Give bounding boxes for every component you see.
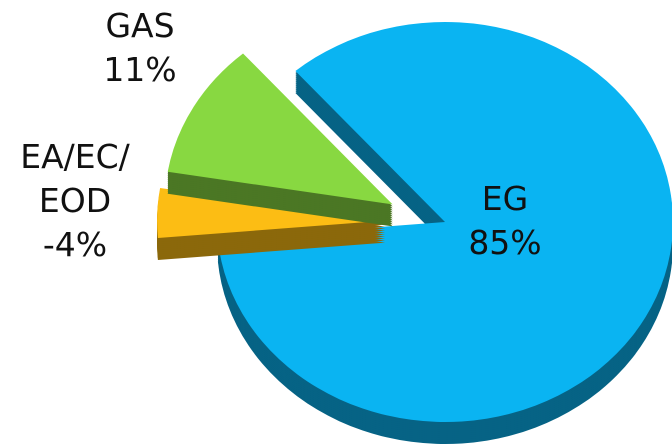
slice-label: EA/EC/EOD -4%	[0, 135, 150, 267]
slice-label: GAS 11%	[60, 4, 220, 92]
category-label: EG	[481, 179, 529, 218]
slice	[167, 53, 393, 205]
category-label: EA/EC/EOD	[20, 137, 130, 220]
slice-label: EG 85%	[430, 177, 580, 265]
value-label: 11%	[103, 50, 177, 89]
slice	[217, 22, 672, 422]
category-label: GAS	[105, 6, 175, 45]
value-label: 85%	[468, 223, 542, 262]
value-label: -4%	[42, 225, 108, 264]
